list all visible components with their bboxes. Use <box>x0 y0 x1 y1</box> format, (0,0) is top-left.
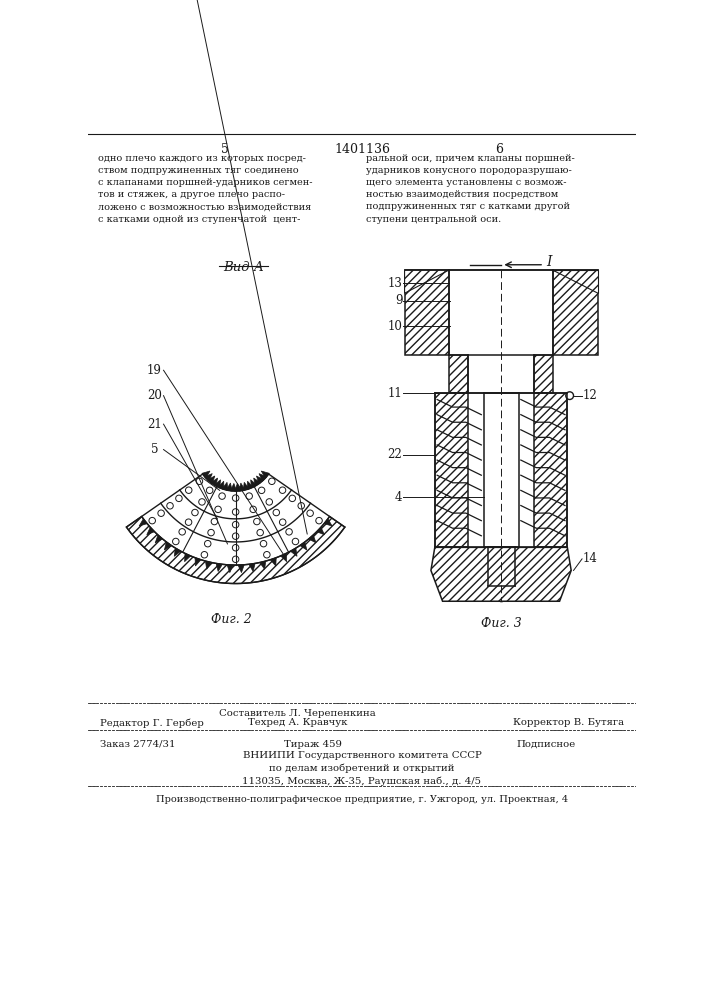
Text: ральной оси, причем клапаны поршней-
ударников конусного породоразрушаю-
щего эл: ральной оси, причем клапаны поршней- уда… <box>366 154 575 224</box>
Polygon shape <box>202 471 210 478</box>
Polygon shape <box>174 548 181 556</box>
Polygon shape <box>243 482 250 491</box>
Polygon shape <box>165 542 171 550</box>
Polygon shape <box>257 476 264 484</box>
Polygon shape <box>262 471 269 478</box>
Text: Фиг. 2: Фиг. 2 <box>211 613 252 626</box>
Text: 13: 13 <box>387 277 402 290</box>
Text: Корректор В. Бутяга: Корректор В. Бутяга <box>513 718 624 727</box>
Polygon shape <box>235 483 241 491</box>
Polygon shape <box>300 542 307 550</box>
Text: 19: 19 <box>147 364 162 377</box>
Polygon shape <box>324 519 332 526</box>
Polygon shape <box>435 393 468 547</box>
Polygon shape <box>554 270 597 355</box>
Polygon shape <box>309 535 316 543</box>
Text: Вид А: Вид А <box>223 261 264 274</box>
Text: Техред А. Кравчук: Техред А. Кравчук <box>248 718 347 727</box>
Polygon shape <box>270 558 276 566</box>
Text: Производственно-полиграфическое предприятие, г. Ужгород, ул. Проектная, 4: Производственно-полиграфическое предприя… <box>156 795 568 804</box>
Text: Фиг. 3: Фиг. 3 <box>481 617 522 630</box>
Polygon shape <box>127 516 345 584</box>
Polygon shape <box>227 565 233 573</box>
Text: 9: 9 <box>395 294 402 307</box>
Polygon shape <box>195 558 201 566</box>
Text: 10: 10 <box>387 320 402 333</box>
Polygon shape <box>226 483 233 491</box>
Text: 11: 11 <box>387 387 402 400</box>
Polygon shape <box>204 474 212 481</box>
Text: 20: 20 <box>147 389 162 402</box>
Polygon shape <box>554 270 597 293</box>
Polygon shape <box>249 563 255 572</box>
Polygon shape <box>239 483 245 491</box>
Polygon shape <box>247 481 253 490</box>
Polygon shape <box>449 355 468 393</box>
Text: 21: 21 <box>147 418 162 431</box>
Polygon shape <box>291 548 297 556</box>
Text: 6: 6 <box>495 143 503 156</box>
Text: I: I <box>547 255 552 269</box>
Polygon shape <box>404 270 449 293</box>
Polygon shape <box>431 547 571 601</box>
Polygon shape <box>281 553 286 562</box>
Text: Составитель Л. Черепенкина: Составитель Л. Черепенкина <box>219 709 376 718</box>
Polygon shape <box>534 355 554 393</box>
Polygon shape <box>216 563 222 572</box>
Polygon shape <box>147 527 155 535</box>
Text: одно плечо каждого из которых посред-
ством подпружиненных тяг соединено
с клапа: одно плечо каждого из которых посред- ст… <box>98 154 312 224</box>
Polygon shape <box>156 535 163 543</box>
Text: 22: 22 <box>387 448 402 461</box>
Text: 1401136: 1401136 <box>334 143 390 156</box>
Circle shape <box>566 392 573 400</box>
Polygon shape <box>259 474 267 481</box>
Polygon shape <box>222 482 228 491</box>
Polygon shape <box>230 483 237 491</box>
Text: Подписное: Подписное <box>516 740 575 749</box>
Polygon shape <box>206 561 211 569</box>
Polygon shape <box>317 527 325 535</box>
Text: 5: 5 <box>151 443 158 456</box>
Text: Тираж 459: Тираж 459 <box>284 740 342 749</box>
Polygon shape <box>254 478 261 486</box>
Polygon shape <box>404 270 449 355</box>
Polygon shape <box>214 480 221 488</box>
Text: ВНИИПИ Государственного комитета СССР
по делам изобретений и открытий
113035, Мо: ВНИИПИ Государственного комитета СССР по… <box>243 751 481 786</box>
Text: 4: 4 <box>395 491 402 504</box>
Text: 12: 12 <box>583 389 597 402</box>
Polygon shape <box>139 519 147 526</box>
Polygon shape <box>534 393 567 547</box>
Polygon shape <box>251 480 257 488</box>
Text: 14: 14 <box>583 552 597 565</box>
Text: 5: 5 <box>221 143 228 156</box>
Text: Редактор Г. Гербер: Редактор Г. Гербер <box>100 718 204 728</box>
Polygon shape <box>211 478 218 486</box>
Text: Заказ 2774/31: Заказ 2774/31 <box>100 740 175 749</box>
Polygon shape <box>218 481 224 490</box>
Polygon shape <box>185 553 191 562</box>
Polygon shape <box>238 565 244 573</box>
Polygon shape <box>259 561 266 569</box>
Polygon shape <box>207 476 215 484</box>
